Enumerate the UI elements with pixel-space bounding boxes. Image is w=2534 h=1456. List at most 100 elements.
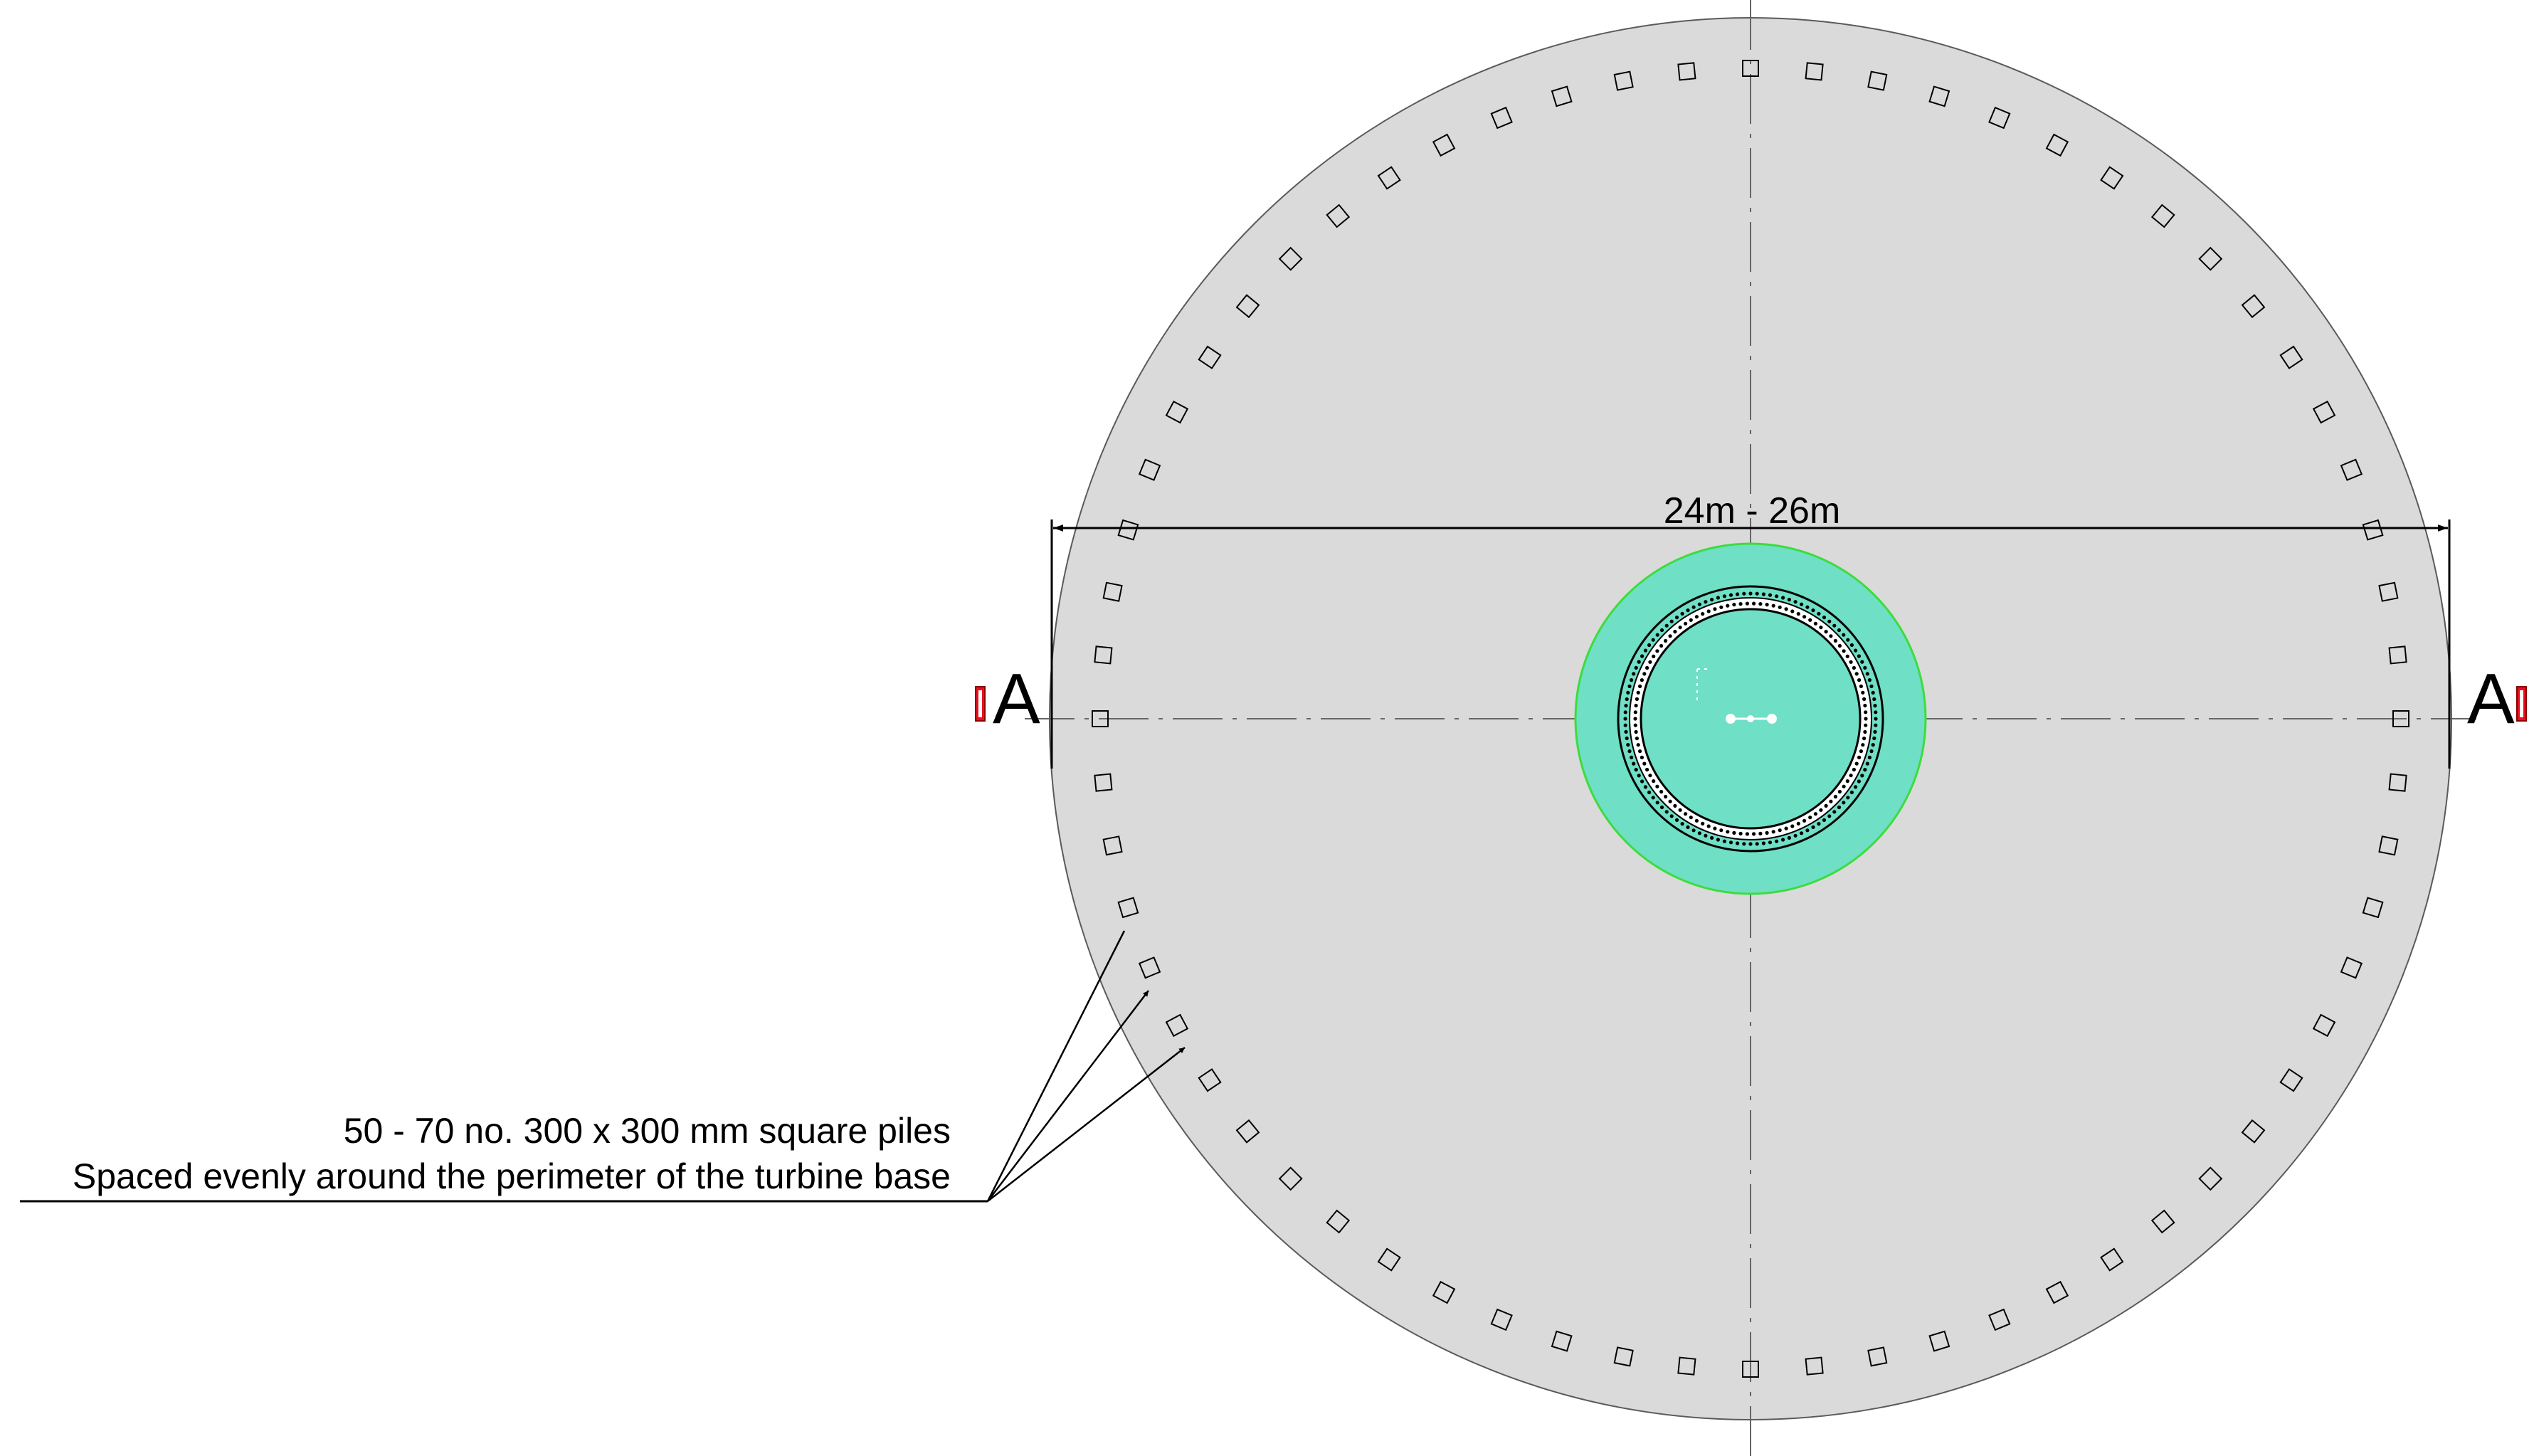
anchor-bolt xyxy=(1742,591,1746,596)
anchor-bolt xyxy=(1768,593,1773,597)
pile xyxy=(1326,1209,1351,1234)
anchor-bolt xyxy=(1874,723,1878,727)
pile xyxy=(1377,166,1401,190)
anchor-bolt xyxy=(1808,618,1812,622)
anchor-bolt xyxy=(1659,628,1664,633)
anchor-bolt xyxy=(1829,634,1833,638)
anchor-bolt xyxy=(1691,605,1696,609)
anchor-bolt xyxy=(1849,774,1853,778)
anchor-bolt xyxy=(1859,749,1863,754)
anchor-bolt xyxy=(1752,601,1756,606)
anchor-bolt xyxy=(1664,794,1668,799)
center-point-mid xyxy=(1747,715,1754,722)
pile xyxy=(1742,60,1759,77)
anchor-bolt xyxy=(1652,654,1656,659)
anchor-bolt xyxy=(1738,602,1743,606)
anchor-bolt xyxy=(1634,729,1638,734)
anchor-bolt xyxy=(1669,814,1674,818)
pile xyxy=(1138,956,1161,979)
anchor-bolt xyxy=(1655,784,1659,788)
anchor-bolt xyxy=(1796,612,1800,616)
pile xyxy=(1867,1346,1888,1367)
anchor-bolt xyxy=(1674,818,1679,822)
anchor-bolt xyxy=(1673,803,1677,808)
pile xyxy=(2045,133,2069,157)
anchor-bolt xyxy=(1796,821,1800,825)
anchor-bolt xyxy=(1678,626,1682,630)
pile xyxy=(2378,581,2399,602)
pile xyxy=(1198,345,1222,369)
anchor-bolt xyxy=(1845,779,1849,784)
pile xyxy=(1094,645,1113,665)
anchor-bolt xyxy=(1623,717,1627,721)
pile xyxy=(1490,106,1513,130)
anchor-bolt xyxy=(1787,835,1791,840)
anchor-bolt xyxy=(1863,665,1867,670)
anchor-bolt xyxy=(1697,602,1701,606)
anchor-bolt xyxy=(1761,592,1765,596)
anchor-bolt xyxy=(1630,755,1634,759)
anchor-bolt xyxy=(1871,743,1875,747)
section-marker-left-flag-inner xyxy=(978,690,982,717)
anchor-bolt xyxy=(1625,736,1629,741)
anchor-bolt xyxy=(1745,601,1749,606)
anchor-bolt xyxy=(1632,761,1636,766)
anchor-bolt xyxy=(1857,755,1862,759)
anchor-bolt xyxy=(1863,729,1867,734)
anchor-bolt xyxy=(1845,654,1849,659)
anchor-bolt xyxy=(1640,678,1644,682)
pile xyxy=(1613,70,1634,91)
pile xyxy=(1551,85,1573,107)
anchor-bolt xyxy=(1817,611,1821,616)
anchor-bolt xyxy=(1775,594,1779,598)
anchor-bolt xyxy=(1829,799,1833,803)
anchor-bolt xyxy=(1626,690,1630,695)
anchor-bolt xyxy=(1648,774,1652,778)
anchor-bolt xyxy=(1755,842,1759,846)
leader-line-3 xyxy=(987,1047,1186,1202)
anchor-bolt xyxy=(1862,697,1867,702)
anchor-bolt xyxy=(1627,749,1632,754)
anchor-bolt xyxy=(1655,649,1659,653)
anchor-bolt xyxy=(1640,779,1645,784)
anchor-bolt xyxy=(1640,654,1645,658)
anchor-bolt xyxy=(1874,717,1878,721)
anchor-bolt xyxy=(1736,592,1740,596)
anchor-bolt xyxy=(1872,736,1876,741)
pile xyxy=(2279,345,2303,369)
anchor-bolt xyxy=(1701,612,1705,616)
pile xyxy=(1094,773,1113,792)
pile xyxy=(1165,1013,1189,1038)
anchor-bolt xyxy=(1634,703,1638,708)
anchor-bolt xyxy=(1854,761,1859,766)
anchor-bolt xyxy=(1811,608,1815,613)
anchor-bolt xyxy=(1642,761,1647,766)
leader-line-2 xyxy=(987,990,1149,1202)
anchor-bolt xyxy=(1833,794,1837,799)
anchor-bolt xyxy=(1643,785,1647,789)
anchor-bolt xyxy=(1864,723,1868,727)
anchor-bolt xyxy=(1819,626,1823,630)
anchor-bolt xyxy=(1684,812,1688,816)
anchor-bolt xyxy=(1842,784,1846,788)
anchor-bolt xyxy=(1758,602,1763,606)
anchor-bolt xyxy=(1861,690,1865,695)
anchor-bolt xyxy=(1655,801,1659,805)
pile xyxy=(1988,1308,2011,1331)
anchor-bolt xyxy=(1793,833,1797,838)
anchor-bolt xyxy=(1716,838,1720,842)
anchor-bolt xyxy=(1623,710,1627,714)
anchor-bolts-outer xyxy=(1623,591,1878,846)
anchor-bolt xyxy=(1678,808,1682,812)
anchor-bolt xyxy=(1864,717,1868,721)
anchor-bolt xyxy=(1648,660,1652,664)
anchor-bolt xyxy=(1638,749,1642,754)
anchor-bolt xyxy=(1728,840,1733,845)
pile xyxy=(1165,400,1189,424)
anchor-bolt xyxy=(1832,810,1837,814)
anchor-bolt xyxy=(1632,672,1636,676)
pile xyxy=(1432,133,1456,157)
anchor-bolts-inner xyxy=(1633,601,1868,836)
pile xyxy=(1102,835,1123,856)
